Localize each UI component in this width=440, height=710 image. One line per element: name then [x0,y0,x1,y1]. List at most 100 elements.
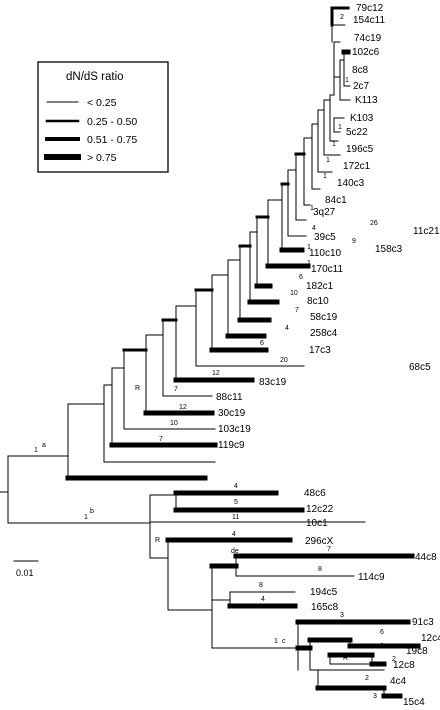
node-count-1b: 1 [84,514,88,521]
legend: dN/dS ratio < 0.25 0.25 - 0.50 0.51 - 0.… [37,61,169,173]
tip-label: 79c12 [356,3,384,14]
tip-label: 114c9 [358,572,385,583]
tip-label: 44c8 [415,552,437,563]
branch-count: 1 [345,77,349,84]
node-label-a: a [42,442,46,449]
branch-count: 7 [174,386,178,393]
branch-count: 8 [259,582,263,589]
branch-count: 10 [170,420,178,427]
tip-label: 170c11 [311,264,344,275]
branch-count: 6 [260,340,264,347]
tip-label: 5c22 [346,127,368,138]
tip-label: 68c5 [409,362,431,373]
tip-label: 182c1 [306,281,334,292]
tip-labels: 79c12154c11274c19102c68c82c71K113K1035c2… [159,3,440,708]
branch-count: 4 [312,225,316,232]
tip-label: 15c4 [403,697,425,708]
tip-label: 19c8 [406,646,428,657]
tip-label: 258c4 [310,328,338,339]
tip-label: 140c3 [337,178,365,189]
legend-title: dN/dS ratio [66,71,124,83]
branch-count: 5 [234,499,238,506]
tip-label: 8c10 [307,296,329,307]
branch-count: 20 [280,357,288,364]
legend-label-2: 0.25 - 0.50 [87,116,137,128]
tip-label: 12c8 [393,660,415,671]
tip-label: 11c21 [413,226,440,237]
tip-label: 39c5 [314,232,336,243]
branch-count: 1 [307,244,311,251]
branch-count: 26 [370,220,378,227]
branch-count: 2 [380,643,384,650]
branch-count: 2 [392,656,396,663]
tip-label: 158c3 [375,244,403,255]
node-count-1a: 1 [34,447,38,454]
branch-count: 12 [212,370,220,377]
branch-count: 1 [338,124,342,131]
tip-label: 83c19 [259,377,287,388]
node-label-r1: R [135,385,140,392]
tip-label: 110c10 [309,248,342,259]
scale-bar-label: 0.01 [16,568,34,578]
tip-label: 88c11 [216,392,243,403]
branch-count: 2 [365,675,369,682]
branch-count: 1 [332,141,336,148]
tip-label: K103 [350,113,374,124]
branch-count: 9 [352,238,356,245]
tip-label: 165c8 [311,602,339,613]
tip-label: 119c9 [218,440,245,451]
tip-label: 17c3 [309,345,331,356]
tip-label: 12c22 [306,504,334,515]
branch-count: 7 [295,307,299,314]
branch-count: 1 [323,173,327,180]
node-label-r2: R [155,537,160,544]
node-label-c: c [282,638,286,645]
tip-label: 4c4 [390,676,407,687]
branch-count: 1 [310,205,314,212]
branch-count: 4 [234,483,238,490]
scale-bar: 0.01 [13,560,39,578]
legend-label-1: < 0.25 [87,97,117,109]
tip-label: 103c19 [218,424,251,435]
branch-count: 10 [290,290,298,297]
branch-count: 7 [159,436,163,443]
tip-label: K113 [355,95,378,106]
node-label-b: b [90,508,94,515]
branch-count: 3 [340,612,344,619]
branch-count: 3 [373,693,377,700]
branch-count: 7 [327,546,331,553]
tip-label: 196c5 [346,144,374,155]
branch-count: 4 [261,596,265,603]
node-label-r3: R [343,655,348,662]
tip-label: 172c1 [343,161,371,172]
tip-label: 12c4 [421,633,440,644]
tip-label: 84c1 [325,195,347,206]
tip-label: 194c5 [310,587,338,598]
node-label-de: de [231,548,239,555]
branch-count: 11 [232,514,239,521]
tip-label: 74c19 [354,33,382,44]
branch-count: 1 [307,260,311,267]
branch-count: 6 [380,629,384,636]
tip-label: 3q27 [313,207,336,218]
tip-label: 30c19 [218,408,246,419]
tip-label: 2c7 [353,81,370,92]
tip-label: 102c6 [352,47,380,58]
tip-label: 8c8 [352,65,369,76]
branch-count: 6 [299,274,303,281]
branch-count: 4 [232,531,236,538]
branch-count: 2 [340,14,344,21]
tip-label: 48c6 [304,488,326,499]
legend-label-3: 0.51 - 0.75 [87,134,137,146]
branch-count: 8 [318,566,322,573]
branch-count: 1 [326,157,330,164]
tip-label: 296cX [305,536,334,547]
tip-label: 91c3 [412,617,434,628]
legend-box [37,61,169,173]
tip-label: 10c1 [306,518,328,529]
tree-branches [0,6,421,699]
tip-label: 58c19 [310,312,338,323]
node-annotations: 1 a 1 b R R de 1 c R [34,385,348,662]
legend-label-4: > 0.75 [87,152,117,164]
